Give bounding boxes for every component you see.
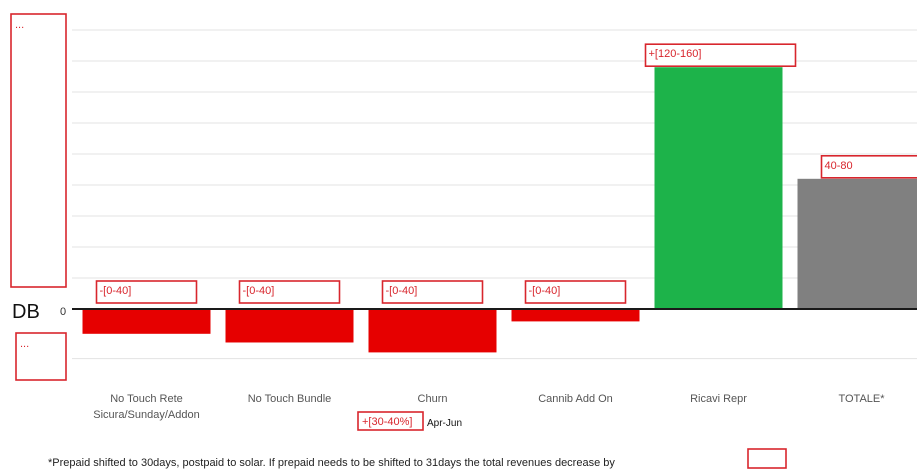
churn-note-period: Apr-Jun [427,418,462,429]
churn-note-box [357,411,424,431]
value-label-3: -[0-40] [529,285,561,297]
bar-3 [511,309,640,322]
placeholder-bottom-text: ... [20,338,29,350]
churn-note-text: +[30-40%] [362,416,412,428]
value-label-2: -[0-40] [386,285,418,297]
gridlines [72,29,917,360]
bar-5 [797,178,917,309]
bar-4 [654,67,783,309]
value-label-box-4 [644,43,797,68]
zero-tick-label: 0 [60,306,66,318]
value-label-0: -[0-40] [100,285,132,297]
value-label-box-3 [524,280,627,304]
value-label-5: 40-80 [825,160,853,172]
y-axis-db-label: DB [12,301,40,323]
value-label-4: +[120-160] [649,48,702,60]
footnote-placeholder-box [747,448,787,469]
value-label-1: -[0-40] [243,285,275,297]
category-label-1-0: No Touch Bundle [248,393,332,405]
bar-1 [225,309,354,343]
value-label-box-1 [238,280,341,304]
category-label-0-1: Sicura/Sunday/Addon [93,409,199,421]
category-labels: No Touch Rete Sicura/Sunday/Addon No Touch… [93,393,885,421]
value-label-box-5 [820,155,917,179]
placeholder-box-bottom [15,332,67,381]
bar-2 [368,309,497,353]
category-label-4-0: Ricavi Repr [690,393,747,405]
bars [82,67,917,353]
category-label-3-0: Cannib Add On [538,393,613,405]
category-label-0-0: No Touch Rete [110,393,183,405]
footnote-text: *Prepaid shifted to 30days, postpaid to … [48,457,615,469]
value-label-box-2 [381,280,484,304]
bar-0 [82,309,211,334]
value-label-box-0 [95,280,198,304]
category-label-2-0: Churn [418,393,448,405]
value-labels: -[0-40] -[0-40] -[0-40] -[0-40] +[120-160] 40… [95,43,917,304]
category-label-5-0: TOTALE* [838,393,885,405]
placeholder-box-top [10,13,67,288]
placeholder-top-text: ... [15,19,24,31]
